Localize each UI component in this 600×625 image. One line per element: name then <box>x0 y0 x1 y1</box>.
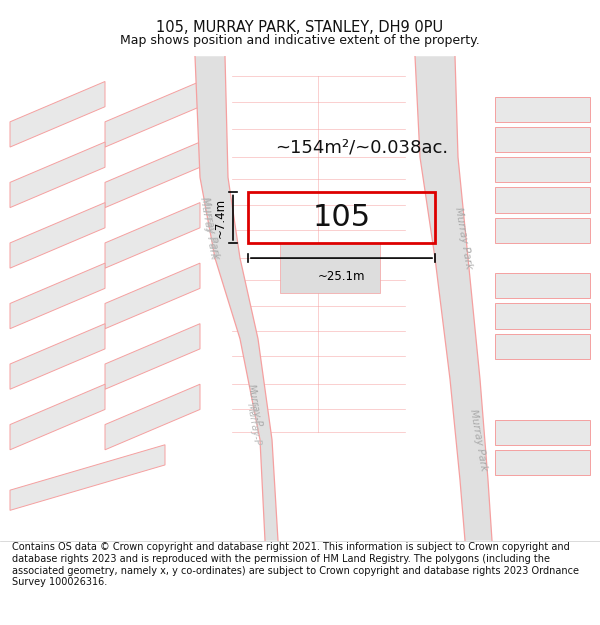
Polygon shape <box>105 384 200 450</box>
Text: Map shows position and indicative extent of the property.: Map shows position and indicative extent… <box>120 34 480 47</box>
Text: 105, MURRAY PARK, STANLEY, DH9 0PU: 105, MURRAY PARK, STANLEY, DH9 0PU <box>157 20 443 35</box>
Text: ~154m²/~0.038ac.: ~154m²/~0.038ac. <box>275 138 448 156</box>
Text: 105: 105 <box>313 203 371 232</box>
Polygon shape <box>495 450 590 475</box>
Text: Murray Park: Murray Park <box>467 408 488 471</box>
Polygon shape <box>10 263 105 329</box>
Text: Murray Park: Murray Park <box>452 206 473 269</box>
Polygon shape <box>280 243 380 293</box>
Polygon shape <box>495 304 590 329</box>
Polygon shape <box>105 324 200 389</box>
Text: Murray-P...: Murray-P... <box>245 383 265 436</box>
Polygon shape <box>10 445 165 511</box>
Text: Murray Park: Murray Park <box>197 196 218 259</box>
Polygon shape <box>495 97 590 122</box>
Polygon shape <box>415 56 492 541</box>
Polygon shape <box>495 273 590 298</box>
Polygon shape <box>495 217 590 243</box>
Polygon shape <box>495 419 590 445</box>
Text: Contains OS data © Crown copyright and database right 2021. This information is : Contains OS data © Crown copyright and d… <box>12 542 579 587</box>
Polygon shape <box>10 81 105 147</box>
Polygon shape <box>105 81 200 147</box>
Polygon shape <box>495 127 590 152</box>
Polygon shape <box>10 384 105 450</box>
Polygon shape <box>105 142 200 208</box>
Polygon shape <box>10 142 105 208</box>
Polygon shape <box>195 56 278 541</box>
Text: ~7.4m: ~7.4m <box>214 198 227 238</box>
Polygon shape <box>105 263 200 329</box>
Polygon shape <box>495 188 590 213</box>
Text: Murray Park: Murray Park <box>200 196 220 259</box>
Polygon shape <box>495 334 590 359</box>
Polygon shape <box>10 202 105 268</box>
Bar <box>248 192 435 243</box>
Polygon shape <box>105 202 200 268</box>
Polygon shape <box>10 324 105 389</box>
Text: ~25.1m: ~25.1m <box>318 270 365 283</box>
Polygon shape <box>495 157 590 182</box>
Text: Murray-P: Murray-P <box>244 402 262 447</box>
